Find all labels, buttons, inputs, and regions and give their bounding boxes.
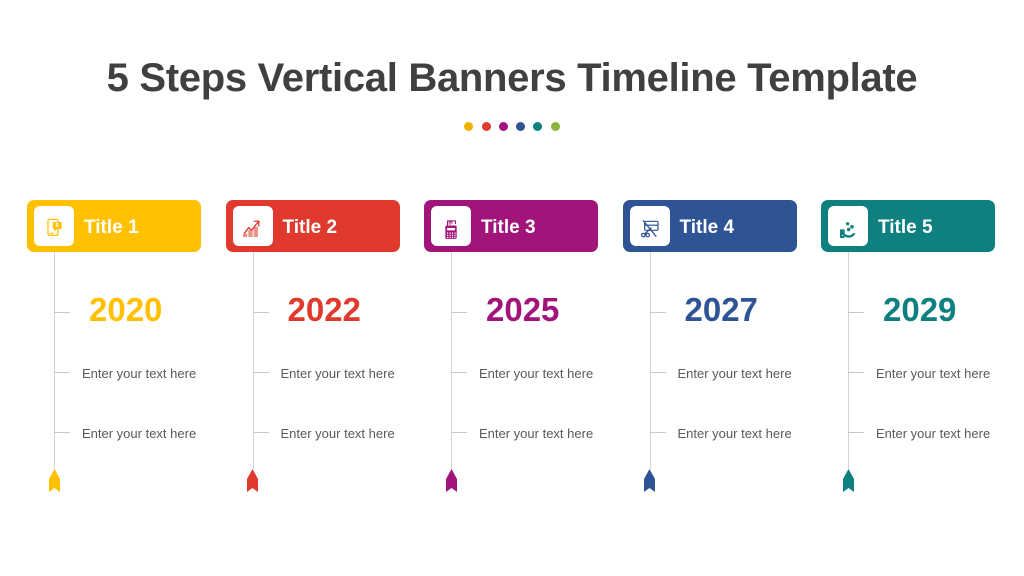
- svg-text:$: $: [56, 223, 59, 229]
